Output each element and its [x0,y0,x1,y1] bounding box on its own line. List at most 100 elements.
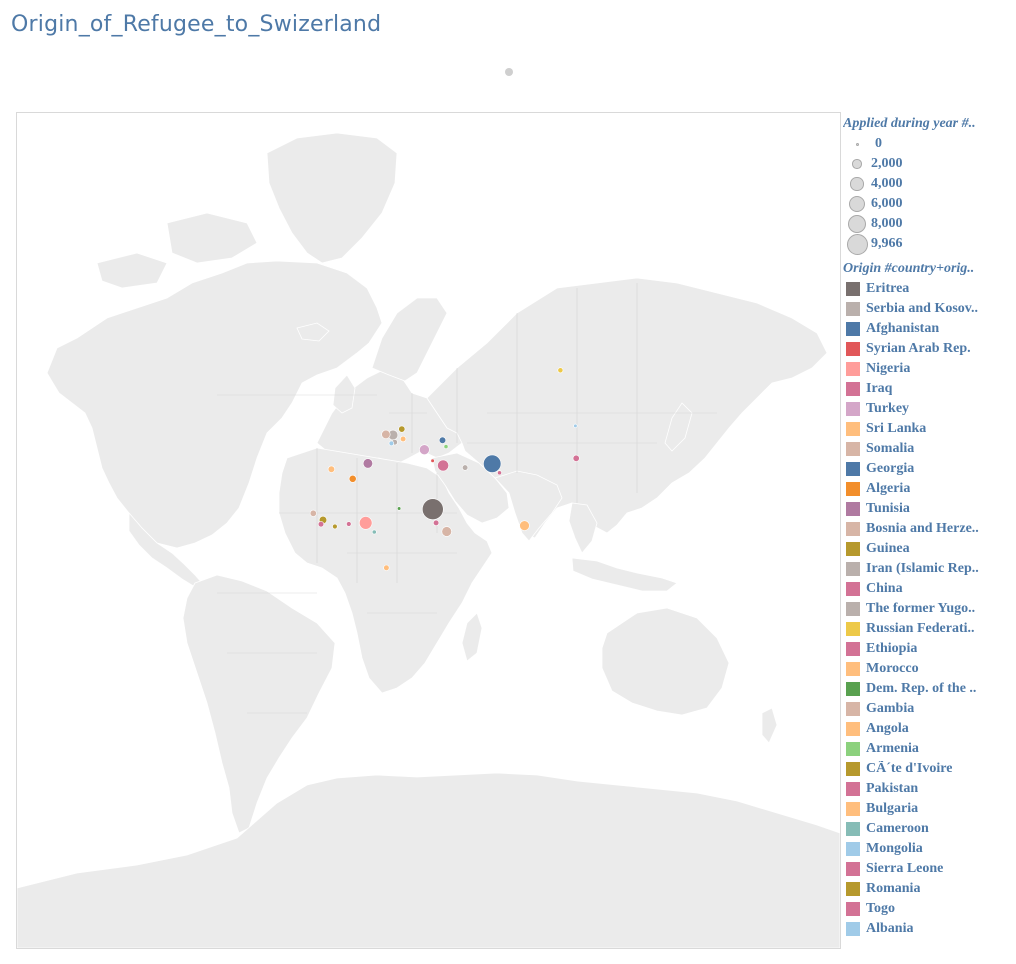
land-greenland [266,132,398,264]
map-mark-afghanistan[interactable]: Afghanistan [483,454,502,473]
map-mark-sri-lanka[interactable]: Sri Lanka [519,520,530,531]
color-legend-item[interactable]: Dem. Rep. of the .. [843,679,1015,699]
size-legend-circle-wrap [843,159,871,169]
size-legend-circle [850,177,864,191]
color-legend-item[interactable]: Russian Federati.. [843,619,1015,639]
color-legend-item[interactable]: Georgia [843,459,1015,479]
color-legend-label: Eritrea [866,281,910,296]
color-legend-item[interactable]: Togo [843,899,1015,919]
map-mark-russian-federati[interactable]: Russian Federati.. [557,367,564,374]
color-legend-item[interactable]: Iran (Islamic Rep.. [843,559,1015,579]
map-mark-ethiopia[interactable]: Ethiopia [433,519,440,527]
color-legend: Eritrea Serbia and Kosov.. Afghanistan Syri… [843,279,1015,939]
map-mark-cameroon[interactable]: Cameroon [371,529,377,535]
color-legend-title[interactable]: Origin #country+orig.. [843,261,975,276]
color-legend-item[interactable]: Gambia [843,699,1015,719]
map-mark-dem-rep-of-the[interactable]: Dem. Rep. of the .. [397,506,402,511]
map-view[interactable]: Eritrea Afghanistan Nigeria Iraq Turkey Sri L… [16,112,841,949]
map-mark-romania[interactable]: Romania [398,425,406,433]
page-indicator-dot[interactable] [505,68,513,76]
color-legend-item[interactable]: Guinea [843,539,1015,559]
color-legend-item[interactable]: Cameroon [843,819,1015,839]
size-legend-item[interactable]: 6,000 [843,194,1015,214]
map-mark-algeria[interactable]: Algeria [348,474,357,483]
color-swatch [846,902,860,916]
color-legend-item[interactable]: Afghanistan [843,319,1015,339]
size-legend-item[interactable]: 9,966 [843,233,1015,255]
color-swatch [846,342,860,356]
color-legend-item[interactable]: Turkey [843,399,1015,419]
map-mark-sierra-leone[interactable]: Sierra Leone [317,521,325,528]
world-map[interactable]: Eritrea Afghanistan Nigeria Iraq Turkey Sri L… [17,113,840,948]
color-legend-item[interactable]: Algeria [843,479,1015,499]
map-mark-turkey[interactable]: Turkey [419,444,430,456]
color-legend-item[interactable]: The former Yugo.. [843,599,1015,619]
color-legend-item[interactable]: Nigeria [843,359,1015,379]
land-arctic-islands-2 [96,252,168,289]
map-mark-armenia[interactable]: Armenia [443,444,449,449]
land-australia [601,607,730,716]
size-legend-title[interactable]: Applied during year #.. [843,116,976,131]
land-iceland [296,322,330,342]
color-swatch [846,782,860,796]
color-swatch [846,722,860,736]
map-mark-bosnia-and-herze[interactable]: Bosnia and Herze.. [381,429,391,440]
color-legend-item[interactable]: Serbia and Kosov.. [843,299,1015,319]
size-legend-label: 2,000 [871,156,903,171]
map-mark-somalia[interactable]: Somalia [441,526,452,537]
size-legend-circle-wrap [843,177,871,191]
color-legend-item[interactable]: Eritrea [843,279,1015,299]
size-legend-item[interactable]: 0 [843,134,1015,154]
map-mark-tunisia[interactable]: Tunisia [362,458,374,469]
color-legend-item[interactable]: China [843,579,1015,599]
size-legend: 0 2,000 4,000 6,000 8,000 9,966 [843,134,1015,255]
map-mark-eritrea[interactable]: Eritrea [421,498,444,521]
color-legend-item[interactable]: Pakistan [843,779,1015,799]
map-mark-nigeria[interactable]: Nigeria [359,516,373,530]
land-se-asia [568,502,598,554]
color-legend-item[interactable]: Tunisia [843,499,1015,519]
color-legend-item[interactable]: Sierra Leone [843,859,1015,879]
map-mark-gambia[interactable]: Gambia [309,509,317,517]
size-legend-item[interactable]: 4,000 [843,174,1015,194]
map-mark-mongolia[interactable]: Mongolia [573,423,578,429]
map-mark-morocco[interactable]: Morocco [327,465,336,473]
color-legend-item[interactable]: Iraq [843,379,1015,399]
color-legend-item[interactable]: Somalia [843,439,1015,459]
map-mark-georgia[interactable]: Georgia [438,436,447,444]
map-mark-bulgaria[interactable]: Bulgaria [400,435,407,443]
color-legend-item[interactable]: Angola [843,719,1015,739]
color-swatch [846,842,860,856]
color-legend-item[interactable]: CÃ´te d'Ivoire [843,759,1015,779]
color-legend-label: Guinea [866,541,910,556]
map-mark-angola[interactable]: Angola [383,564,390,571]
land-uk [332,374,356,414]
color-swatch [846,382,860,396]
color-legend-item[interactable]: Syrian Arab Rep. [843,339,1015,359]
map-mark-albania[interactable]: Albania [388,440,395,447]
size-legend-item[interactable]: 8,000 [843,214,1015,234]
color-legend-item[interactable]: Morocco [843,659,1015,679]
map-mark-pakistan[interactable]: Pakistan [497,470,502,476]
size-legend-item[interactable]: 2,000 [843,154,1015,174]
color-legend-item[interactable]: Bulgaria [843,799,1015,819]
color-legend-item[interactable]: Armenia [843,739,1015,759]
color-legend-item[interactable]: Bosnia and Herze.. [843,519,1015,539]
land-madagascar [461,612,483,662]
color-legend-item[interactable]: Ethiopia [843,639,1015,659]
map-mark-iran-islamic-rep[interactable]: Iran (Islamic Rep.. [462,464,469,471]
color-legend-item[interactable]: Sri Lanka [843,419,1015,439]
size-legend-circle-wrap [843,195,871,213]
color-legend-label: Algeria [866,481,911,496]
color-legend-item[interactable]: Albania [843,919,1015,939]
map-mark-syrian-arab-rep[interactable]: Syrian Arab Rep. [430,458,435,463]
map-mark-china[interactable]: China [572,454,580,462]
marks-layer: Eritrea Afghanistan Nigeria Iraq Turkey Sri L… [309,367,580,571]
map-mark-iraq[interactable]: Iraq [437,459,449,472]
color-legend-item[interactable]: Romania [843,879,1015,899]
size-legend-label: 6,000 [871,196,903,211]
color-legend-label: Bosnia and Herze.. [866,521,979,536]
color-legend-item[interactable]: Mongolia [843,839,1015,859]
map-mark-c-te-d-ivoire[interactable]: CÃ´te d'Ivoire [332,523,338,530]
map-mark-togo[interactable]: Togo [346,521,352,527]
